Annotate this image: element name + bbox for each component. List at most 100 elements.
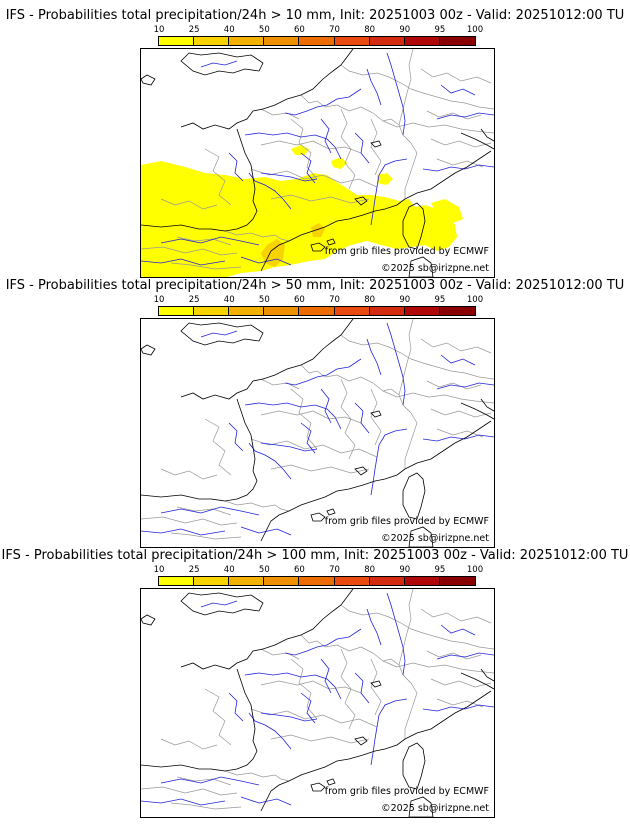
river — [366, 608, 382, 646]
legend-tick-label: 50 — [258, 25, 270, 35]
admin-border — [370, 388, 382, 446]
legend-tick-label: 50 — [258, 295, 270, 305]
legend-tick-label: 40 — [223, 25, 235, 35]
legend-tick-label: 95 — [434, 25, 446, 35]
river — [240, 796, 292, 806]
coastline — [460, 672, 494, 690]
river — [260, 712, 318, 722]
legend-swatch — [369, 37, 405, 45]
legend-swatch — [439, 37, 475, 45]
lake — [370, 140, 382, 148]
legend-swatch — [264, 37, 300, 45]
admin-border — [382, 120, 494, 134]
coastline — [260, 738, 406, 812]
legend-swatch — [229, 577, 265, 585]
admin-border — [160, 198, 218, 210]
legend-tick-label: 60 — [294, 25, 305, 35]
lake — [370, 680, 382, 688]
admin-border — [430, 408, 492, 418]
copyright-credit: ©2025 sb@irizpne.net — [381, 263, 489, 274]
admin-border — [141, 786, 238, 796]
legend-swatch — [299, 37, 335, 45]
precipitation-layer — [141, 145, 463, 277]
river — [422, 434, 494, 442]
river — [422, 164, 494, 172]
legend-tick-label: 25 — [188, 565, 200, 575]
river — [436, 112, 494, 120]
coastline — [310, 782, 326, 792]
river — [260, 172, 318, 182]
probability-color-legend: 10 25 40 50 60 70 80 90 95 100 — [154, 295, 484, 317]
river — [436, 382, 494, 390]
legend-swatch — [369, 307, 405, 315]
admin-border — [260, 108, 300, 120]
admin-borders-layer — [141, 319, 494, 540]
forecast-panel-50mm: IFS - Probabilities total precipitation/… — [0, 278, 630, 548]
map-canvas — [141, 589, 494, 817]
legend-tick-labels: 10 25 40 50 60 70 80 90 95 100 — [154, 25, 484, 35]
legend-tick-label: 70 — [329, 25, 340, 35]
coastline — [180, 592, 264, 616]
river — [284, 358, 362, 386]
coastline — [326, 508, 336, 516]
river — [284, 628, 362, 656]
admin-border — [436, 428, 484, 438]
admin-border — [340, 648, 356, 730]
panel-title: IFS - Probabilities total precipitation/… — [1, 548, 629, 563]
river — [244, 672, 342, 700]
coastline — [180, 589, 354, 670]
legend-swatch — [404, 37, 440, 45]
river — [366, 338, 382, 376]
legend-tick-label: 100 — [466, 295, 484, 305]
admin-border — [340, 64, 494, 110]
legend-swatch — [194, 307, 230, 315]
admin-borders-layer — [141, 589, 494, 810]
admin-border — [260, 410, 362, 424]
legend-swatch — [439, 577, 475, 585]
admin-border — [270, 734, 370, 744]
admin-border — [250, 708, 378, 728]
river — [440, 84, 476, 96]
map-france-50mm: from grib files provided by ECMWF ©2025 … — [140, 318, 495, 548]
coastline — [402, 472, 426, 520]
legend-swatch — [334, 37, 370, 45]
coastline — [480, 398, 494, 412]
coastline — [141, 764, 211, 770]
coastline — [404, 690, 492, 740]
precip-area-low — [331, 157, 347, 169]
river — [370, 158, 408, 226]
legend-tick-label: 40 — [223, 565, 235, 575]
legend-swatch — [159, 37, 195, 45]
admin-border — [176, 506, 232, 516]
coastline — [180, 49, 354, 130]
river — [320, 388, 332, 424]
legend-swatch — [159, 577, 195, 585]
admin-border — [300, 364, 418, 469]
rivers-layer — [141, 592, 494, 806]
precip-area-low — [181, 227, 221, 247]
map-france-10mm: from grib files provided by ECMWF ©2025 … — [140, 48, 495, 278]
river — [248, 172, 292, 210]
river — [386, 52, 406, 136]
legend-tick-label: 80 — [364, 565, 376, 575]
admin-border — [420, 68, 492, 84]
admin-border — [340, 334, 494, 380]
admin-border — [370, 118, 382, 176]
copyright-credit: ©2025 sb@irizpne.net — [381, 533, 489, 544]
river — [386, 322, 406, 406]
legend-swatch — [194, 37, 230, 45]
river — [200, 600, 238, 608]
river — [320, 118, 332, 154]
admin-border — [176, 776, 232, 786]
river — [160, 776, 260, 786]
coastline — [460, 132, 494, 150]
admin-border — [370, 658, 382, 716]
coastline — [402, 202, 426, 250]
admin-border — [398, 319, 414, 396]
legend-tick-label: 10 — [153, 295, 165, 305]
legend-tick-label: 80 — [364, 295, 376, 305]
legend-tick-labels: 10 25 40 50 60 70 80 90 95 100 — [154, 295, 484, 305]
map-canvas — [141, 49, 494, 277]
coastline — [402, 742, 426, 790]
legend-tick-label: 95 — [434, 565, 446, 575]
